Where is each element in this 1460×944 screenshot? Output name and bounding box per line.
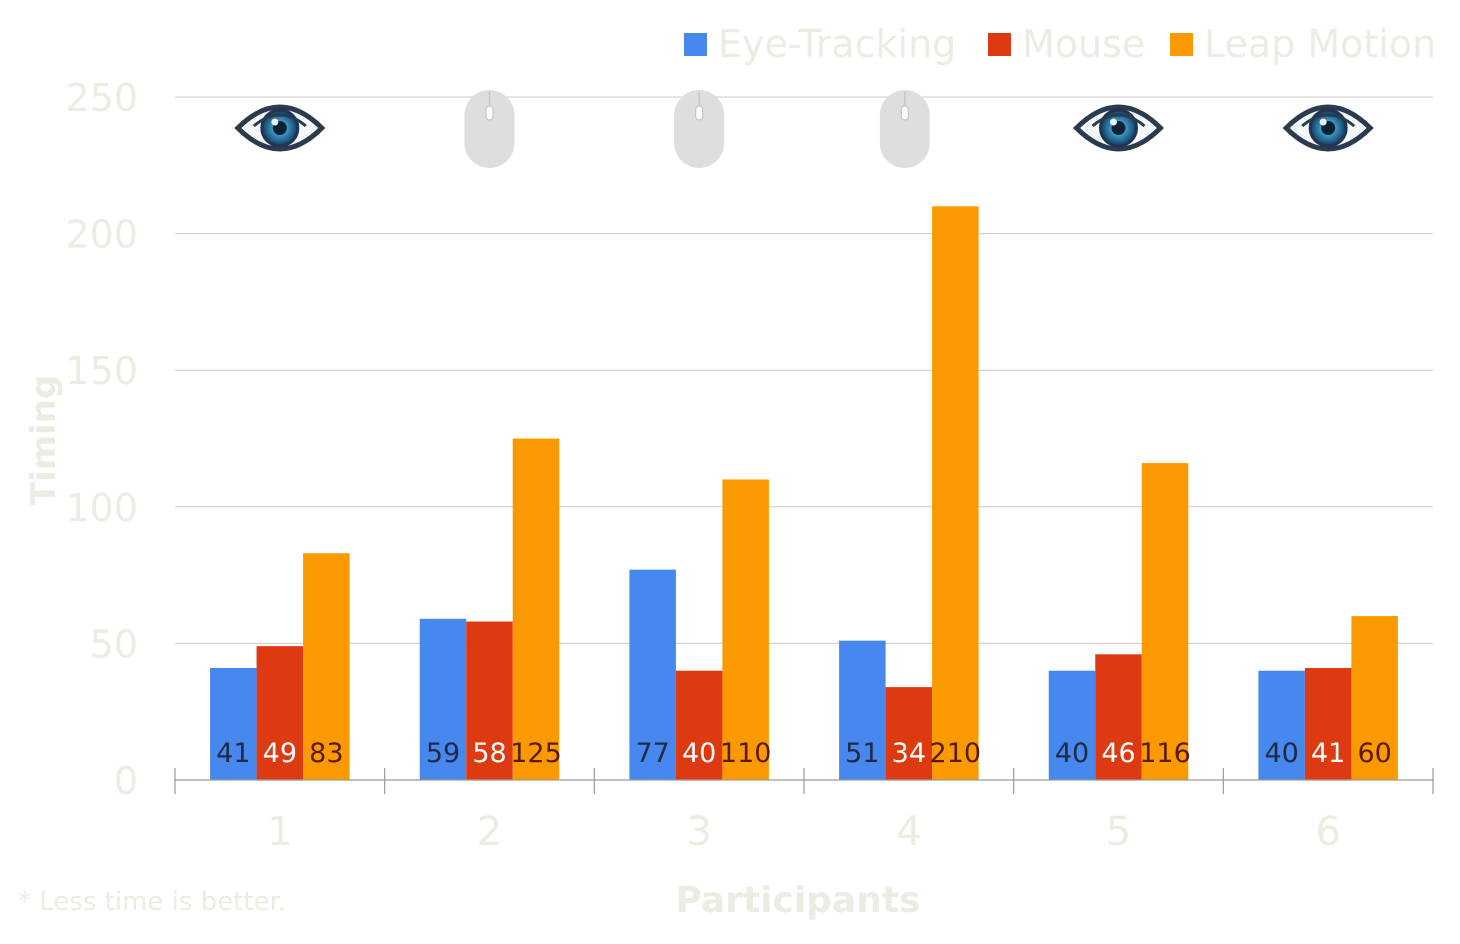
bar-leap-motion (512, 438, 560, 780)
bar-leap-motion (303, 553, 350, 780)
x-axis-label: Participants (675, 880, 920, 921)
bar-eye-tracking (1048, 670, 1096, 780)
legend: Eye-Tracking Mouse Leap Motion (684, 22, 1436, 66)
legend-swatch (684, 33, 707, 56)
data-label: 40 (682, 738, 716, 769)
y-tick-label: 0 (114, 759, 138, 803)
y-tick-label: 200 (65, 213, 138, 257)
y-axis-ticks: 0 50 100 150 200 250 (65, 76, 138, 803)
data-label: 59 (426, 738, 460, 769)
legend-swatch (988, 33, 1011, 56)
bars: 41 49 83 59 58 125 77 40 110 51 34 210 40 46 116 40 41 60 (210, 206, 1398, 780)
data-label: 125 (510, 738, 562, 769)
mouse-icon (674, 90, 725, 168)
bar-leap-motion (1351, 616, 1398, 780)
data-label: 34 (892, 738, 926, 769)
bar-eye-tracking (419, 618, 467, 780)
bar-mouse (256, 646, 304, 780)
bar-mouse (675, 670, 723, 780)
y-tick-label: 100 (65, 486, 138, 530)
gridlines (175, 96, 1433, 644)
legend-swatch (1170, 33, 1193, 56)
bar-eye-tracking (210, 667, 257, 780)
x-tick-label: 3 (686, 809, 711, 855)
data-label: 210 (930, 738, 982, 769)
legend-label: Eye-Tracking (718, 22, 956, 66)
bar-leap-motion (932, 206, 979, 780)
data-label: 40 (1055, 738, 1089, 769)
eye-icon (234, 104, 326, 152)
y-axis-label: Timing (24, 375, 64, 505)
mouse-icon (464, 90, 515, 168)
data-label: 60 (1357, 738, 1391, 769)
bar-eye-tracking (1258, 670, 1305, 780)
data-label: 46 (1101, 738, 1135, 769)
data-label: 41 (1311, 738, 1345, 769)
winner-icons (234, 90, 1374, 168)
legend-label: Leap Motion (1204, 22, 1436, 66)
data-label: 51 (845, 738, 879, 769)
y-tick-label: 50 (90, 622, 138, 666)
bar-leap-motion (1141, 463, 1189, 780)
legend-item: Leap Motion (1170, 22, 1436, 66)
data-label: 58 (472, 738, 506, 769)
bar-mouse (885, 687, 933, 780)
bar-leap-motion (722, 479, 769, 780)
data-label: 116 (1139, 738, 1191, 769)
mouse-icon (879, 90, 930, 168)
y-tick-label: 150 (65, 349, 138, 393)
bar-eye-tracking (629, 569, 676, 780)
bar-eye-tracking (839, 640, 886, 780)
legend-item: Eye-Tracking (684, 22, 956, 66)
data-label: 41 (216, 738, 250, 769)
data-label: 110 (720, 738, 772, 769)
x-tick-label: 2 (477, 809, 502, 855)
data-label: 83 (309, 738, 343, 769)
legend-item: Mouse (988, 22, 1145, 66)
y-tick-label: 250 (65, 76, 138, 120)
x-axis: 1 2 3 4 5 6 (174, 768, 1434, 855)
x-tick-label: 5 (1106, 809, 1131, 855)
data-label: 40 (1264, 738, 1298, 769)
bar-mouse (1304, 667, 1352, 780)
x-tick-label: 1 (267, 809, 292, 855)
x-tick-label: 6 (1315, 809, 1340, 855)
legend-label: Mouse (1022, 22, 1145, 66)
eye-icon (1072, 104, 1165, 152)
eye-icon (1282, 104, 1374, 152)
data-label: 77 (635, 738, 669, 769)
bar-mouse (1095, 654, 1142, 780)
x-tick-label: 4 (896, 809, 921, 855)
footnote: * Less time is better. (18, 887, 286, 917)
bar-mouse (466, 621, 513, 780)
data-label: 49 (263, 738, 297, 769)
